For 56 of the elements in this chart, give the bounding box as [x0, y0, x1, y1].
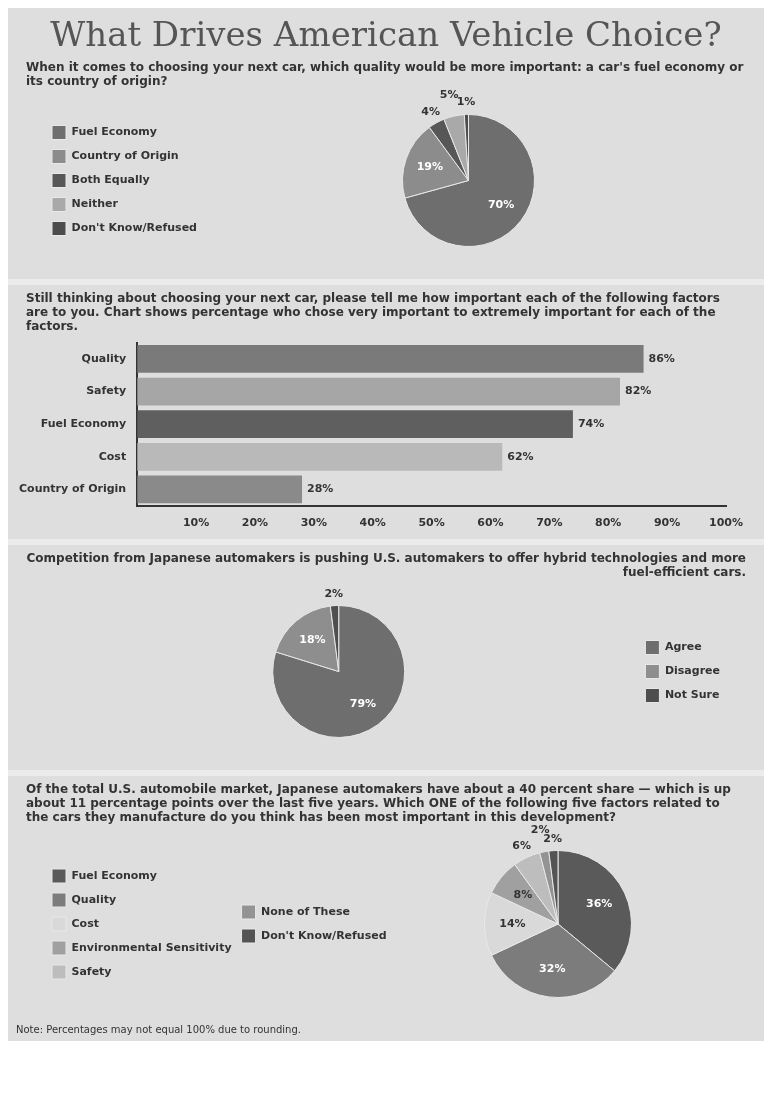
chart-title: Of the total U.S. automobile market, Japanese automakers have about a 40 percent share — which is up about 11 percentage points over the last five years. Which ONE of the following five factors related to the cars they manufacture do you think has been most important in this development?	[25, 782, 732, 824]
x-tick-label: 50%	[418, 516, 445, 530]
x-tick-label: 20%	[241, 516, 269, 530]
x-tick-label: 10%	[182, 516, 210, 530]
data-label: 28%	[307, 482, 334, 496]
legend-label: Environmental Sensitivity	[71, 940, 232, 954]
data-label: 14%	[499, 916, 526, 930]
data-label: 79%	[349, 697, 377, 711]
bar	[137, 442, 503, 471]
chart-title: Still thinking about choosing your next car, please tell me how important each of the following factors are to you. Chart shows percentage who chose very important to extremely important for each of the factors.	[25, 291, 721, 333]
chart-title: What Drives American Vehicle Choice?	[49, 14, 723, 54]
legend-label: Quality	[71, 892, 117, 906]
data-label: 8%	[513, 887, 533, 901]
data-label: 18%	[299, 633, 326, 647]
legend-label: Neither	[71, 197, 119, 211]
x-tick-label: 70%	[536, 516, 563, 530]
data-label: 36%	[586, 897, 613, 911]
data-label: 32%	[539, 962, 566, 976]
legend-label: Agree	[664, 640, 702, 654]
x-tick-label: 90%	[653, 516, 681, 530]
legend-label: Safety	[71, 964, 112, 978]
y-tick-label: Safety	[86, 384, 127, 398]
data-label: 19%	[416, 159, 443, 173]
chart-title: Competition from Japanese automakers is pushing U.S. automakers to offer hybrid technologies and more fuel-efficient cars.	[25, 551, 747, 579]
chart-subtitle: When it comes to choosing your next car, which quality would be more important: a car's fuel economy or its country of origin?	[25, 60, 745, 88]
bar	[137, 345, 644, 373]
legend-label: Cost	[71, 916, 99, 930]
data-label: 4%	[421, 105, 440, 119]
data-label: 70%	[487, 198, 515, 212]
legend-label: Disagree	[664, 664, 720, 678]
legend-label: Don't Know/Refused	[261, 928, 387, 942]
x-tick-label: 40%	[359, 516, 386, 530]
bar	[137, 410, 573, 439]
x-tick-label: 60%	[477, 516, 504, 530]
y-tick-label: Country of Origin	[19, 482, 127, 496]
legend-label: Don't Know/Refused	[71, 221, 197, 235]
legend-label: None of These	[261, 904, 350, 918]
data-label: 62%	[507, 449, 534, 463]
data-label: 5%	[439, 87, 459, 101]
y-tick-label: Quality	[81, 351, 127, 365]
bar	[137, 377, 621, 406]
bar	[137, 475, 303, 504]
data-label: 74%	[577, 417, 605, 431]
data-label: 86%	[648, 351, 675, 365]
legend-label: Both Equally	[71, 173, 150, 187]
y-tick-label: Fuel Economy	[40, 417, 127, 431]
legend-label: Not Sure	[664, 688, 720, 702]
x-tick-label: 30%	[300, 516, 327, 530]
x-tick-label: 100%	[709, 516, 743, 530]
data-label: 2%	[324, 586, 344, 600]
data-label: 6%	[512, 839, 531, 853]
data-label: 82%	[625, 384, 652, 398]
y-tick-label: Cost	[98, 449, 127, 463]
text: Note: Percentages may not equal 100% due to rounding.	[16, 1024, 302, 1035]
legend-label: Country of Origin	[71, 149, 179, 163]
x-tick-label: 80%	[595, 516, 622, 530]
